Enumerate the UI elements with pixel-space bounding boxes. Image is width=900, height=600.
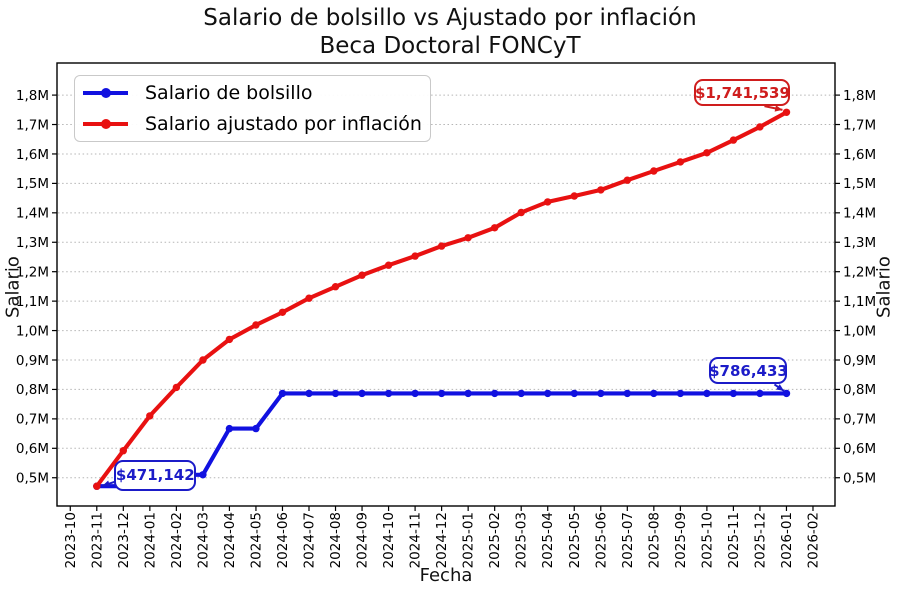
y-tick-label-right: 0,9M (843, 353, 876, 369)
y-tick-label-left: 1,1M (16, 294, 49, 310)
x-tick-label: 2024-09 (355, 512, 371, 568)
x-tick-label: 2023-11 (89, 512, 105, 568)
y-tick-label-right: 1,8M (843, 88, 876, 104)
x-tick-label: 2024-06 (275, 512, 291, 568)
x-tick-label: 2025-08 (646, 512, 662, 568)
axis-ticks: 0,5M 0,5M 0,6M 0,6M 0,7M 0,7M 0,8M 0,8M 0,9M 0,9M… (16, 88, 876, 569)
gridlines (58, 94, 834, 479)
x-tick-label: 2025-02 (487, 512, 503, 568)
x-tick-label: 2024-10 (381, 512, 397, 568)
y-tick-label-left: 1,4M (16, 206, 49, 222)
y-tick-label-right: 0,6M (843, 441, 876, 457)
legend-line-sample-blue (83, 88, 128, 98)
annotation-initial-salary: $471,142 (114, 459, 197, 491)
y-tick-label-left: 0,8M (16, 382, 49, 398)
y-axis-label-right: Salario (873, 256, 895, 318)
x-tick-label: 2025-09 (673, 512, 689, 568)
y-tick-label-right: 1,4M (843, 206, 876, 222)
y-tick-label-left: 0,7M (16, 412, 49, 428)
y-tick-label-right: 1,0M (843, 323, 876, 339)
y-tick-label-right: 0,8M (843, 382, 876, 398)
annotation-arrows (101, 105, 785, 487)
x-tick-label: 2024-03 (195, 512, 211, 568)
chart-title-block: Salario de bolsillo vs Ajustado por infl… (0, 4, 900, 60)
x-tick-label: 2025-12 (752, 512, 768, 568)
y-tick-label-left: 1,6M (16, 147, 49, 163)
legend-marker-red (101, 119, 111, 129)
x-axis-label: Fecha (419, 565, 473, 586)
x-tick-label: 2024-01 (142, 512, 158, 568)
y-tick-label-left: 0,5M (16, 471, 49, 487)
x-tick-label: 2025-04 (540, 512, 556, 568)
legend-item-ajustado: Salario ajustado por inflación (83, 109, 422, 139)
x-tick-label: 2023-10 (63, 512, 79, 568)
y-axis-label-left: Salario (2, 256, 24, 318)
y-tick-label-right: 1,2M (843, 264, 876, 280)
annotation-final-salary-nominal: $786,433 (709, 357, 788, 385)
y-tick-label-right: 1,6M (843, 147, 876, 163)
legend-line-sample-red (83, 119, 128, 129)
annotation-final-salary-adjusted: $1,741,539 (694, 79, 791, 107)
x-tick-label: 2025-06 (593, 512, 609, 568)
y-tick-label-right: 1,3M (843, 235, 876, 251)
legend-label: Salario ajustado por inflación (145, 113, 422, 135)
x-tick-label: 2024-02 (169, 512, 185, 568)
y-tick-label-right: 0,5M (843, 471, 876, 487)
y-tick-label-left: 1,2M (16, 264, 49, 280)
series-bolsillo (93, 389, 791, 490)
x-tick-label: 2025-01 (461, 512, 477, 568)
y-tick-label-left: 0,6M (16, 441, 49, 457)
x-tick-label: 2026-01 (779, 512, 795, 568)
x-tick-label: 2024-04 (222, 512, 238, 568)
x-tick-label: 2025-07 (620, 512, 636, 568)
y-tick-label-right: 1,1M (843, 294, 876, 310)
x-tick-label: 2024-12 (434, 512, 450, 568)
y-tick-label-left: 1,8M (16, 88, 49, 104)
legend: Salario de bolsillo Salario ajustado por… (74, 75, 431, 142)
y-tick-label-right: 1,7M (843, 117, 876, 133)
chart-subtitle: Beca Doctoral FONCyT (319, 33, 581, 59)
x-tick-label: 2025-10 (699, 512, 715, 568)
y-tick-label-left: 1,0M (16, 323, 49, 339)
x-tick-label: 2026-02 (805, 512, 821, 568)
x-tick-label: 2024-08 (328, 512, 344, 568)
x-tick-label: 2023-12 (116, 512, 132, 568)
x-tick-label: 2025-05 (567, 512, 583, 568)
legend-marker-blue (101, 88, 111, 98)
x-tick-label: 2024-05 (248, 512, 264, 568)
y-tick-label-left: 1,7M (16, 117, 49, 133)
y-tick-label-left: 1,5M (16, 176, 49, 192)
x-tick-label: 2024-07 (301, 512, 317, 568)
x-tick-label: 2025-03 (514, 512, 530, 568)
legend-label: Salario de bolsillo (145, 82, 313, 104)
y-tick-label-right: 1,5M (843, 176, 876, 192)
x-tick-label: 2024-11 (408, 512, 424, 568)
chart-title: Salario de bolsillo vs Ajustado por infl… (203, 5, 697, 31)
series-ajustado (93, 108, 791, 490)
x-tick-label: 2025-11 (726, 512, 742, 568)
y-tick-label-right: 0,7M (843, 412, 876, 428)
plot-border (56, 62, 836, 507)
y-tick-label-left: 0,9M (16, 353, 49, 369)
y-tick-label-left: 1,3M (16, 235, 49, 251)
legend-item-bolsillo: Salario de bolsillo (83, 78, 313, 108)
